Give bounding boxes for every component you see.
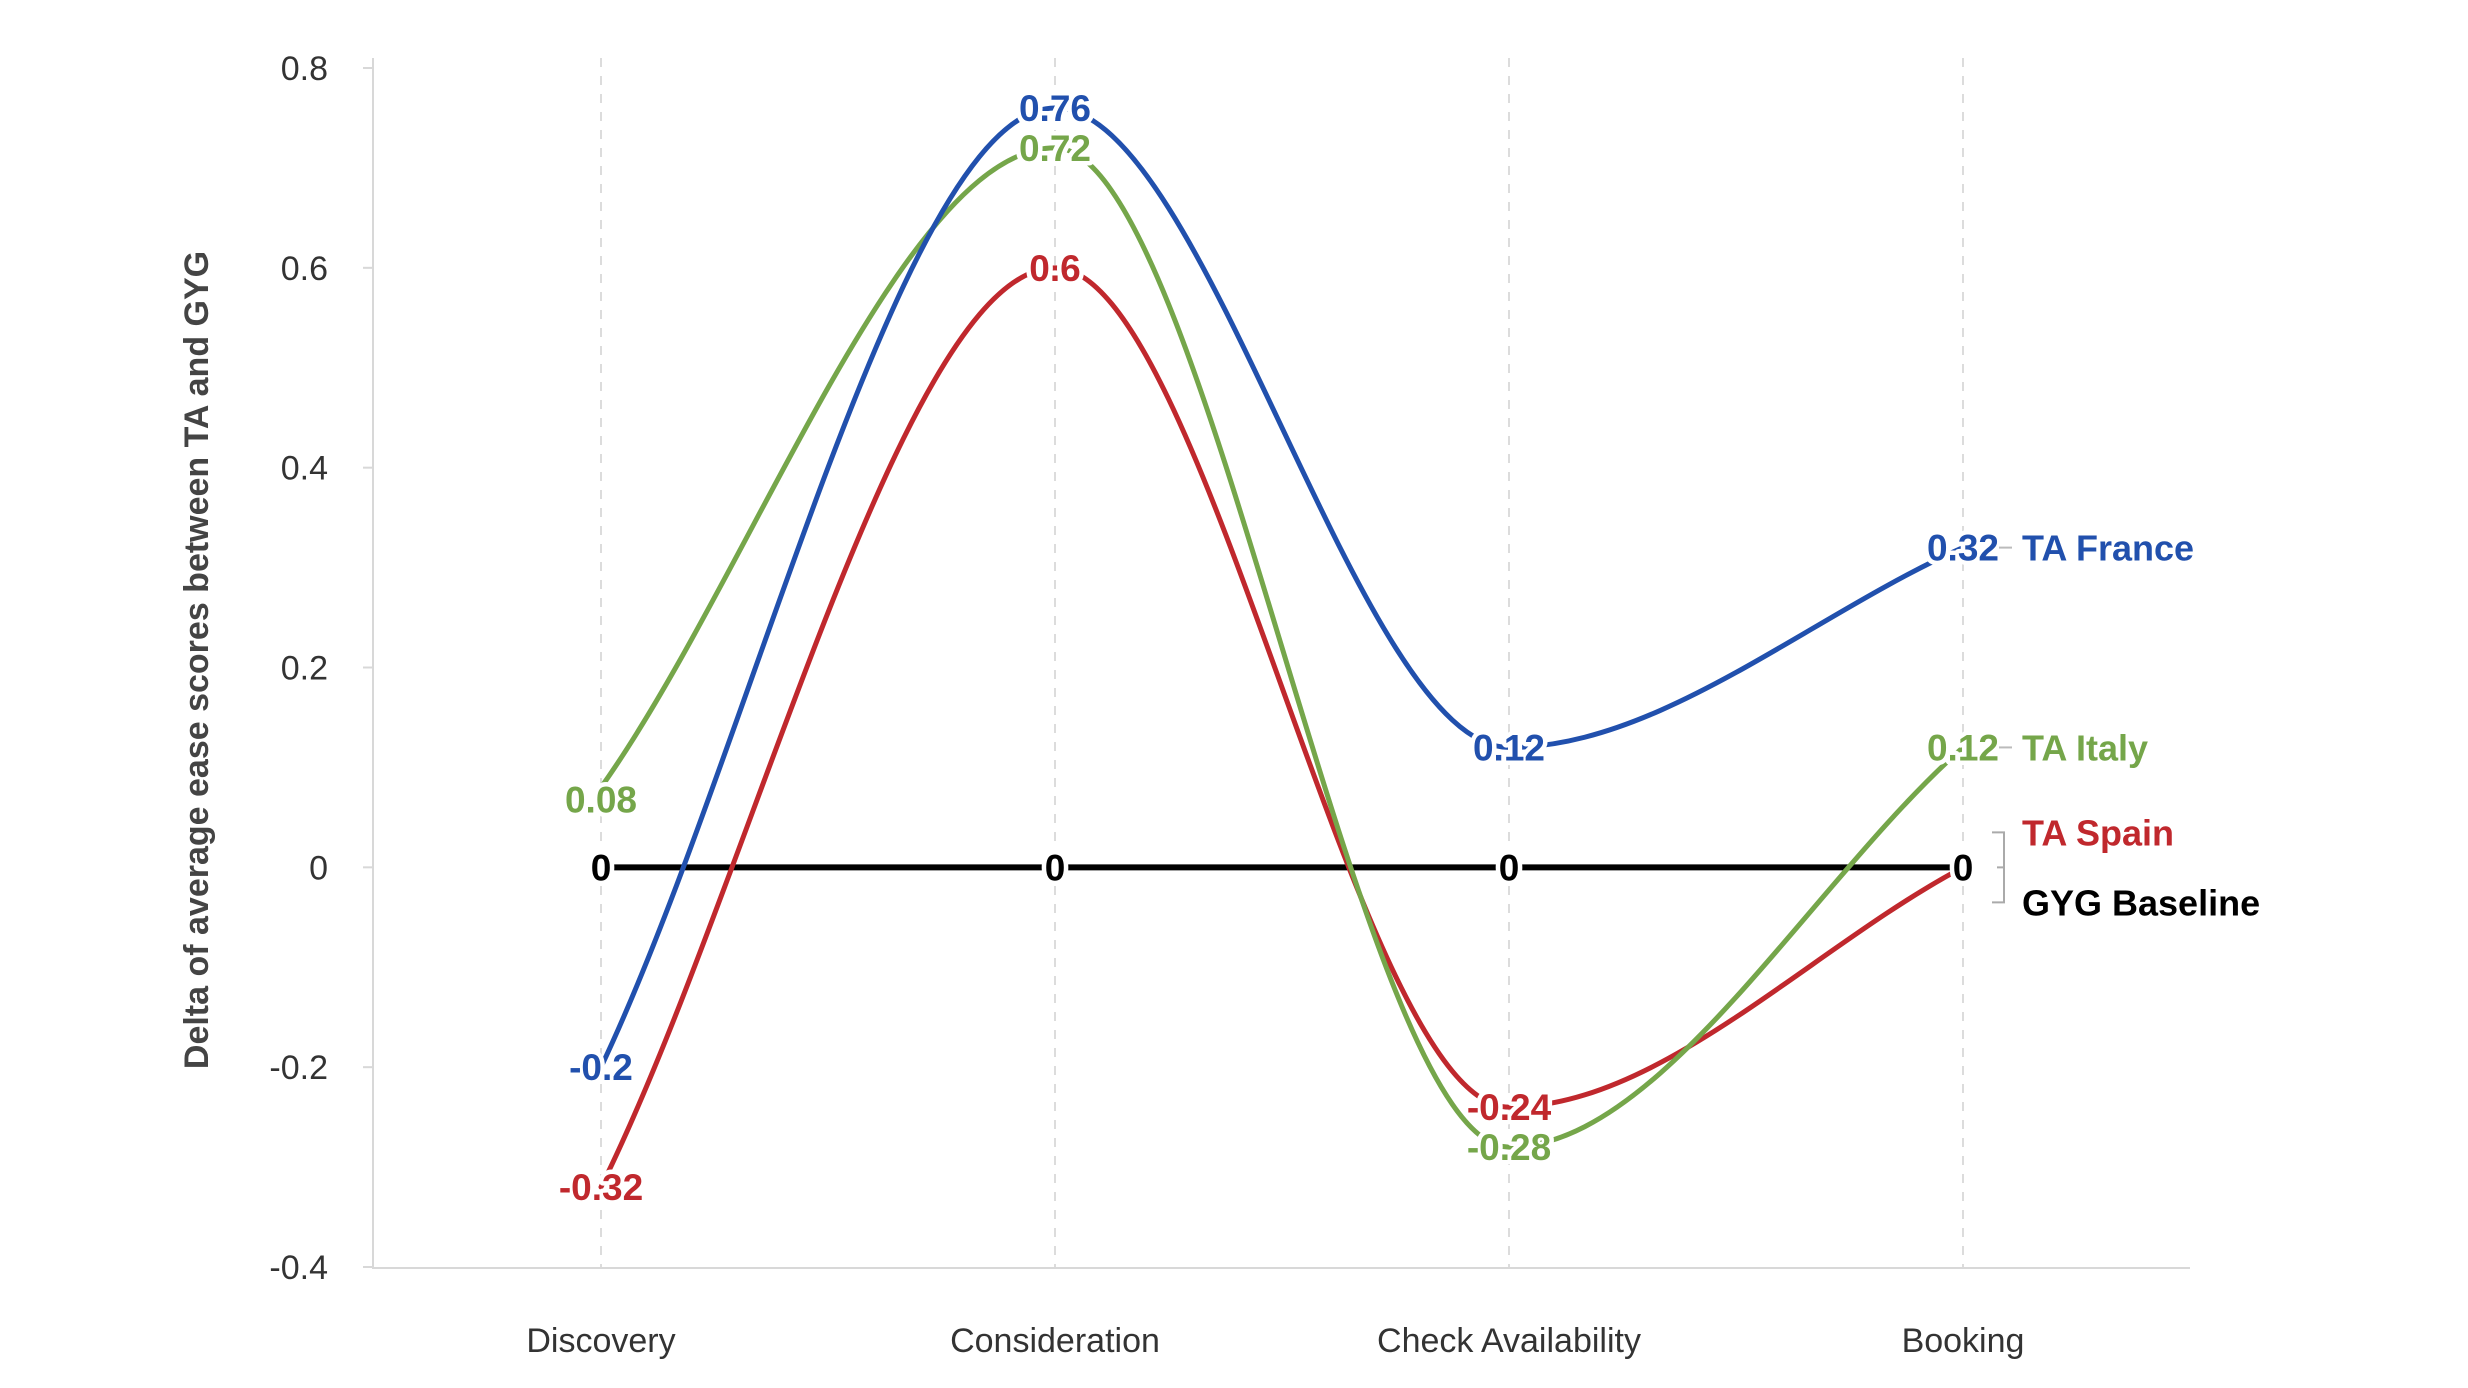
data-label-ta-italy: 0.12 (1927, 727, 1999, 768)
y-tick-label: 0.2 (281, 650, 328, 688)
data-label-gyg-baseline: 0 (591, 847, 612, 888)
data-label-ta-france: 0.32 (1927, 528, 1999, 569)
y-tick-label: 0 (309, 849, 328, 887)
series-line-ta-spain (598, 265, 1966, 1190)
legend-label-ta-spain: TA Spain (2022, 812, 2174, 853)
data-label-ta-italy: -0.28 (1467, 1127, 1551, 1168)
data-label-ta-italy: 0.72 (1019, 128, 1091, 169)
grid-layer (600, 58, 1964, 1267)
data-label-ta-france: 0.76 (1019, 88, 1091, 129)
y-axis-title: Delta of average ease scores between TA … (178, 251, 216, 1069)
y-tick-label: 0.4 (281, 450, 328, 488)
data-label-gyg-baseline: 0 (1499, 847, 1520, 888)
legend-label-ta-france: TA France (2022, 528, 2194, 569)
data-label-gyg-baseline: 0 (1045, 847, 1066, 888)
x-tick-label: Check Availability (1377, 1322, 1641, 1360)
data-label-ta-italy: 0.08 (565, 779, 637, 820)
data-label-gyg-baseline: 0 (1953, 847, 1974, 888)
legend-label-ta-italy: TA Italy (2022, 727, 2148, 768)
data-label-ta-spain: -0.24 (1467, 1087, 1552, 1128)
x-tick-label: Booking (1902, 1322, 2025, 1360)
series-line-ta-france (598, 105, 1966, 1070)
y-tick-label: 0.6 (281, 250, 328, 288)
data-label-ta-spain: 0.6 (1029, 248, 1080, 289)
series-line-ta-italy (598, 145, 1966, 1150)
y-tick-label: 0.8 (281, 50, 328, 88)
axis-layer: 0.8 0.6 0.4 0.2 0 -0.2 -0.4 Discovery Considerat… (269, 50, 2190, 1360)
label-layer: 0 0 0 0 -0.32 0.6 -0.24 0.08 0.72 -0.28 0.12 -0.2 0.… (554, 83, 2003, 1212)
legend-bracket (1992, 831, 2005, 904)
y-tick-label: -0.2 (269, 1049, 328, 1087)
line-layer (598, 105, 1966, 1190)
x-tick-label: Discovery (526, 1322, 675, 1360)
legend-label-gyg-baseline: GYG Baseline (2022, 882, 2260, 923)
x-tick-label: Consideration (950, 1322, 1160, 1360)
legend-layer: GYG Baseline TA Spain TA Italy TA France (1992, 528, 2260, 923)
data-label-ta-france: -0.2 (569, 1047, 633, 1088)
y-tick-label: -0.4 (269, 1249, 328, 1287)
data-label-ta-france: 0.12 (1473, 727, 1545, 768)
data-label-ta-spain: -0.32 (559, 1167, 643, 1208)
